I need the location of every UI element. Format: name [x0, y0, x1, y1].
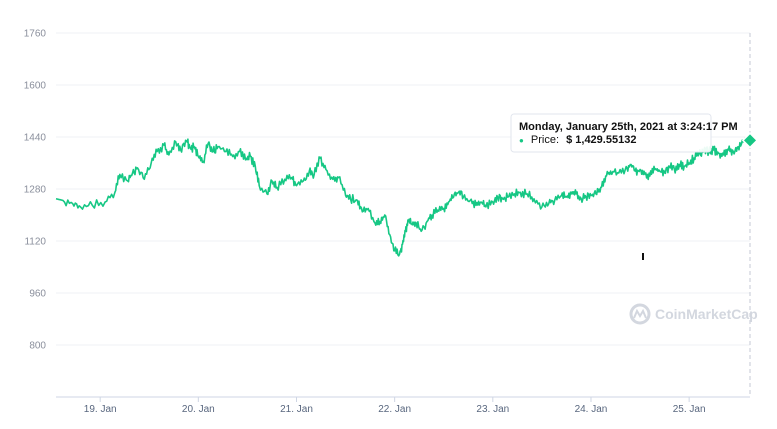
x-tick-label: 20. Jan [182, 404, 215, 415]
y-tick-label: 800 [29, 341, 46, 352]
coinmarketcap-watermark: CoinMarketCap [629, 303, 758, 325]
tooltip-price-value: $ 1,429.55132 [566, 134, 636, 146]
tooltip-price-line: ● Price: $ 1,429.55132 [519, 134, 636, 146]
watermark-text: CoinMarketCap [655, 306, 758, 322]
grid-lines [56, 32, 750, 346]
series-bullet-icon: ● [519, 136, 524, 145]
x-tick-label: 24. Jan [575, 404, 608, 415]
tooltip-box [510, 113, 712, 153]
y-tick-label: 960 [29, 289, 46, 300]
y-tick-label: 1760 [24, 29, 47, 40]
price-tooltip: Monday, January 25th, 2021 at 3:24:17 PM… [510, 113, 738, 153]
x-tick-label: 19. Jan [84, 404, 117, 415]
y-axis: 800 960 1120 1280 1440 1600 1760 [24, 29, 47, 352]
y-tick-label: 1440 [24, 133, 47, 144]
tooltip-price-label: Price: [531, 134, 559, 146]
coinmarketcap-logo-icon [629, 303, 651, 325]
x-tick-label: 25. Jan [673, 404, 706, 415]
tooltip-date: Monday, January 25th, 2021 at 3:24:17 PM [519, 121, 738, 133]
cursor-layer [741, 33, 759, 397]
cursor-tick-mark [642, 253, 644, 260]
y-tick-label: 1280 [24, 185, 47, 196]
x-axis: 19. Jan 20. Jan 21. Jan 22. Jan 23. Jan 24. J… [56, 396, 750, 415]
y-tick-label: 1120 [24, 237, 46, 248]
series-layer [55, 135, 751, 257]
x-tick-label: 22. Jan [378, 404, 411, 415]
price-series-line [55, 135, 751, 257]
x-tick-label: 21. Jan [280, 404, 313, 415]
x-tick-label: 23. Jan [476, 404, 509, 415]
y-tick-label: 1600 [24, 81, 47, 92]
hover-point-marker [741, 132, 759, 149]
